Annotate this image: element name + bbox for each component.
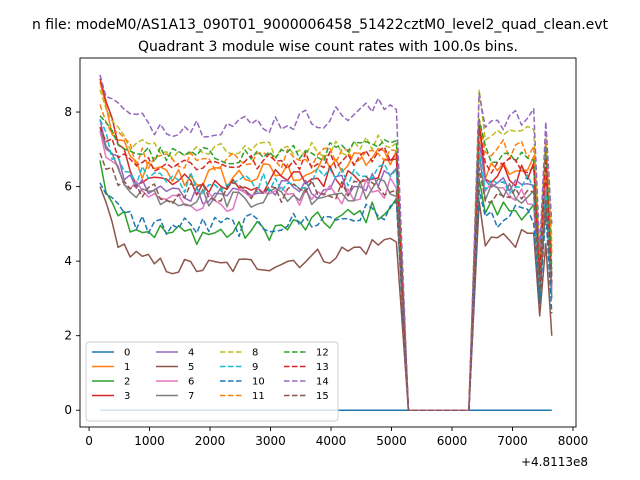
series-line-9 bbox=[99, 119, 553, 411]
legend-label-11: 11 bbox=[252, 391, 265, 402]
axes: 0 1000 2000 3000 4000 5000 6000 7000 8000 0 2 4 6 8 bbox=[64, 57, 589, 448]
series-line-8 bbox=[99, 88, 553, 411]
legend-label-13: 13 bbox=[316, 362, 329, 373]
y-tick-label: 2 bbox=[64, 329, 72, 343]
series-line-10 bbox=[99, 182, 553, 411]
x-tick-label: 3000 bbox=[255, 434, 286, 448]
y-tick-label: 6 bbox=[64, 180, 72, 194]
x-offset-text: +4.8113e8 bbox=[521, 455, 588, 469]
series-line-13 bbox=[99, 126, 553, 411]
series-line-5 bbox=[99, 186, 553, 411]
legend-label-7: 7 bbox=[188, 391, 194, 402]
legend-label-5: 5 bbox=[188, 362, 194, 373]
legend-label-2: 2 bbox=[124, 377, 130, 388]
series-line-4 bbox=[99, 119, 553, 411]
legend-label-1: 1 bbox=[124, 362, 130, 373]
legend-label-3: 3 bbox=[124, 391, 130, 402]
x-tick-label: 5000 bbox=[376, 434, 407, 448]
y-tick-label: 0 bbox=[64, 403, 72, 417]
series-line-1 bbox=[99, 82, 553, 411]
legend-label-6: 6 bbox=[188, 377, 194, 388]
y-tick-label: 4 bbox=[64, 254, 72, 268]
legend-label-10: 10 bbox=[252, 377, 265, 388]
series-line-14 bbox=[99, 74, 553, 411]
chart-title: Quadrant 3 module wise count rates with … bbox=[138, 39, 518, 55]
x-tick-label: 0 bbox=[85, 434, 93, 448]
y-tick-label: 8 bbox=[64, 105, 72, 119]
legend-label-12: 12 bbox=[316, 348, 329, 359]
x-tick-label: 8000 bbox=[558, 434, 589, 448]
legend-box bbox=[85, 341, 339, 422]
series-line-6 bbox=[99, 130, 553, 411]
legend-label-15: 15 bbox=[316, 391, 329, 402]
series-line-11 bbox=[99, 104, 553, 411]
legend-label-14: 14 bbox=[316, 377, 329, 388]
x-tick-label: 1000 bbox=[134, 434, 165, 448]
legend-label-9: 9 bbox=[252, 362, 258, 373]
chart-suptitle: n file: modeM0/AS1A13_090T01_9000006458_… bbox=[32, 17, 609, 33]
x-tick-label: 2000 bbox=[195, 434, 226, 448]
x-tick-label: 4000 bbox=[316, 434, 347, 448]
legend-label-8: 8 bbox=[252, 348, 258, 359]
legend-label-4: 4 bbox=[188, 348, 194, 359]
x-tick-label: 6000 bbox=[437, 434, 468, 448]
x-tick-label: 7000 bbox=[497, 434, 528, 448]
series-line-15 bbox=[99, 152, 553, 411]
axes-frame bbox=[79, 57, 577, 428]
legend-label-0: 0 bbox=[124, 348, 130, 359]
series-line-12 bbox=[99, 115, 553, 411]
plot-lines bbox=[99, 74, 553, 411]
series-line-7 bbox=[99, 126, 553, 411]
